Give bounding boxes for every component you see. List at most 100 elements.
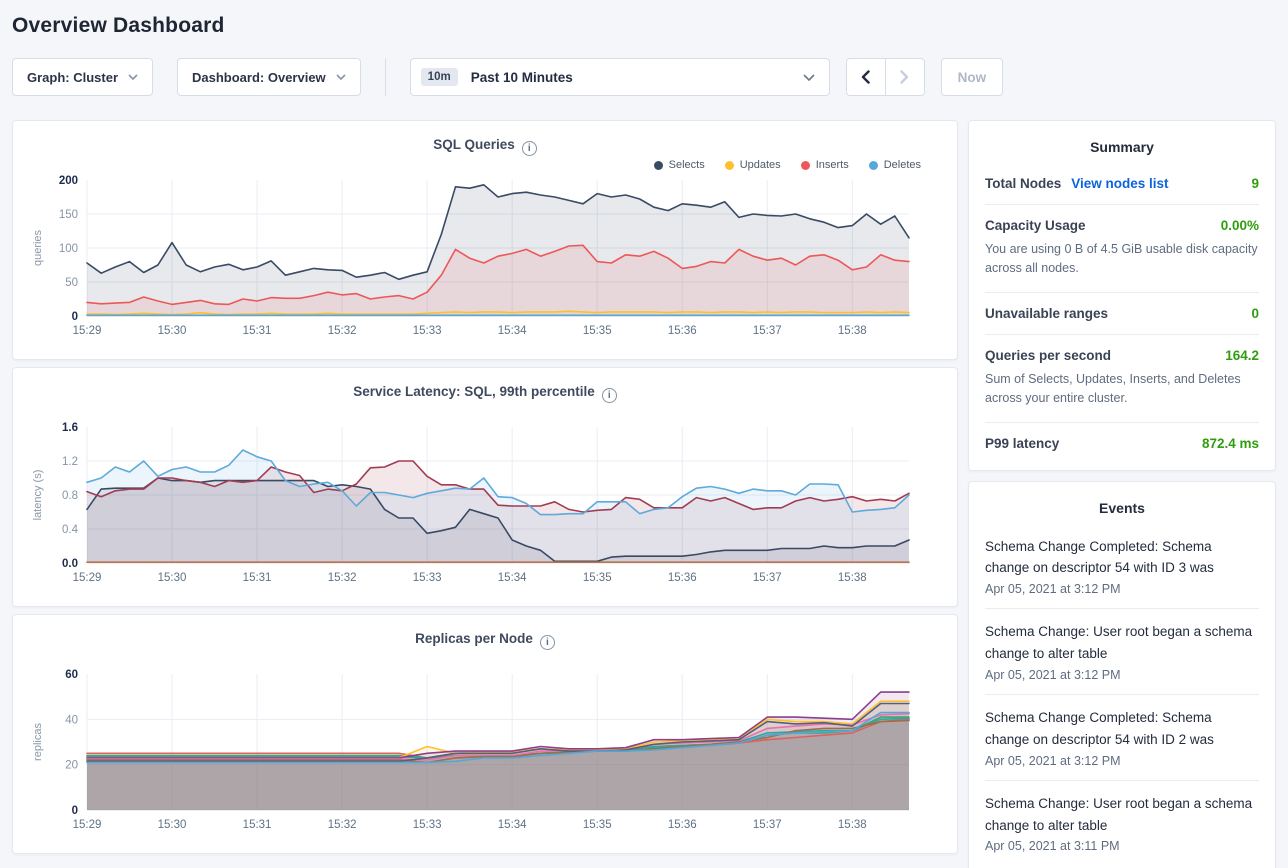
- legend-dot-icon: [653, 160, 663, 170]
- svg-text:15:34: 15:34: [498, 325, 527, 337]
- summary-row-value: 0.00%: [1220, 218, 1259, 233]
- chart-plot[interactable]: 15:29 15:30 15:31 15:32 15:33 15:34 15:35 15:36…: [25, 421, 945, 589]
- summary-row: Queries per second 164.2 Sum of Selects, U…: [985, 333, 1259, 422]
- chevron-right-icon: [900, 70, 909, 84]
- time-range-selector[interactable]: 10m Past 10 Minutes: [409, 58, 830, 96]
- svg-text:15:37: 15:37: [753, 572, 782, 584]
- event-item: Schema Change: User root began a schema …: [985, 609, 1259, 695]
- graph-dropdown[interactable]: Graph: Cluster: [12, 58, 154, 96]
- charts-column: SQL Queries Selects Updates Inserts Deletes…: [12, 120, 958, 861]
- chart-title: Service Latency: SQL, 99th percentile: [353, 384, 595, 399]
- svg-text:100: 100: [59, 243, 78, 255]
- info-icon[interactable]: [601, 388, 617, 403]
- info-icon[interactable]: [539, 635, 555, 650]
- event-message: Schema Change Completed: Schema change o…: [985, 709, 1214, 747]
- svg-text:15:38: 15:38: [838, 325, 867, 337]
- event-timestamp: Apr 05, 2021 at 3:12 PM: [985, 753, 1121, 768]
- legend-dot-icon: [800, 160, 810, 170]
- svg-text:15:36: 15:36: [668, 572, 697, 584]
- chart-header: Replicas per Node: [25, 630, 945, 650]
- svg-text:1.2: 1.2: [62, 456, 78, 468]
- svg-text:15:31: 15:31: [243, 572, 272, 584]
- svg-text:60: 60: [65, 669, 78, 681]
- svg-text:15:30: 15:30: [158, 819, 187, 831]
- svg-text:replicas: replicas: [32, 723, 44, 761]
- event-timestamp: Apr 05, 2021 at 3:12 PM: [985, 582, 1121, 597]
- summary-row-label: P99 latency: [985, 435, 1060, 451]
- summary-row: Total Nodes View nodes list 9: [985, 163, 1259, 204]
- legend-item-updates[interactable]: Updates: [724, 158, 781, 172]
- summary-row-label: Total Nodes: [985, 176, 1062, 191]
- legend-item-selects[interactable]: Selects: [653, 158, 705, 172]
- chart-legend: Selects Updates Inserts Deletes: [25, 158, 921, 172]
- svg-text:15:33: 15:33: [413, 572, 442, 584]
- summary-rows: Total Nodes View nodes list 9 Capacity Usag…: [985, 163, 1259, 464]
- svg-text:200: 200: [59, 175, 78, 187]
- summary-row-value: 164.2: [1225, 347, 1259, 363]
- view-nodes-list-link[interactable]: View nodes list: [1071, 176, 1169, 191]
- dashboard-dropdown-label: Dashboard: Overview: [192, 69, 326, 85]
- time-range-badge: 10m: [420, 68, 458, 86]
- svg-text:15:29: 15:29: [73, 819, 102, 831]
- svg-text:0: 0: [72, 311, 78, 323]
- chart-legend: [25, 405, 921, 419]
- legend-item-deletes[interactable]: Deletes: [868, 158, 921, 172]
- sidebar-column: Summary Total Nodes View nodes list 9 Capac…: [968, 120, 1276, 868]
- summary-row-description: You are using 0 B of 4.5 GiB usable disk…: [985, 242, 1258, 276]
- summary-row-label: Unavailable ranges: [985, 305, 1109, 321]
- event-message: Schema Change: User root began a schema …: [985, 624, 1253, 662]
- summary-row-description: Sum of Selects, Updates, Inserts, and De…: [985, 371, 1241, 406]
- chart-card-sql-queries: SQL Queries Selects Updates Inserts Deletes…: [12, 120, 958, 360]
- summary-row-value: 9: [1251, 176, 1259, 191]
- svg-text:15:35: 15:35: [583, 325, 612, 337]
- event-timestamp: Apr 05, 2021 at 3:12 PM: [985, 667, 1121, 682]
- summary-row: Capacity Usage 0.00% You are using 0 B of …: [985, 204, 1259, 292]
- chevron-down-icon: [128, 74, 138, 80]
- svg-text:15:32: 15:32: [328, 819, 357, 831]
- chart-card-service-latency: Service Latency: SQL, 99th percentile 15…: [12, 367, 958, 607]
- svg-text:15:29: 15:29: [73, 572, 102, 584]
- svg-text:15:32: 15:32: [328, 325, 357, 337]
- svg-text:15:34: 15:34: [498, 819, 527, 831]
- legend-label: Selects: [668, 159, 705, 171]
- event-item: Schema Change Completed: Schema change o…: [985, 524, 1259, 610]
- chart-header: SQL Queries: [25, 136, 945, 156]
- event-message: Schema Change: User root began a schema …: [985, 795, 1253, 833]
- legend-label: Inserts: [815, 159, 849, 171]
- events-list: Schema Change Completed: Schema change o…: [985, 524, 1259, 866]
- chart-plot[interactable]: 15:29 15:30 15:31 15:32 15:33 15:34 15:35 15:36…: [25, 668, 945, 836]
- svg-text:15:29: 15:29: [73, 325, 102, 337]
- svg-text:queries: queries: [32, 229, 44, 266]
- info-icon[interactable]: [521, 141, 537, 156]
- page-header: Overview Dashboard: [0, 0, 1288, 38]
- legend-label: Updates: [739, 159, 781, 171]
- summary-row-value: 0: [1251, 305, 1259, 321]
- next-range-button[interactable]: [884, 58, 925, 96]
- event-timestamp: Apr 05, 2021 at 3:11 PM: [985, 839, 1120, 854]
- time-range-step-buttons: [845, 58, 925, 96]
- summary-panel: Summary Total Nodes View nodes list 9 Capac…: [968, 120, 1276, 471]
- summary-row-head: Queries per second 164.2: [985, 348, 1259, 363]
- chevron-down-icon: [803, 73, 815, 81]
- page-title: Overview Dashboard: [12, 14, 225, 37]
- svg-text:15:38: 15:38: [838, 572, 867, 584]
- time-range-label: Past 10 Minutes: [470, 69, 573, 85]
- summary-row-head: Unavailable ranges 0: [985, 306, 1259, 321]
- svg-text:1.6: 1.6: [62, 422, 78, 434]
- svg-text:0.0: 0.0: [62, 558, 78, 570]
- summary-row: P99 latency 872.4 ms: [985, 421, 1259, 464]
- event-item: Schema Change: User root began a schema …: [985, 781, 1259, 866]
- prev-range-button[interactable]: [845, 58, 886, 96]
- svg-text:15:34: 15:34: [498, 572, 527, 584]
- svg-text:15:32: 15:32: [328, 572, 357, 584]
- chart-title: Replicas per Node: [415, 631, 533, 646]
- summary-row-value: 872.4 ms: [1201, 435, 1259, 451]
- chart-plot[interactable]: 15:29 15:30 15:31 15:32 15:33 15:34 15:35 15:36…: [25, 174, 945, 342]
- event-item: Schema Change Completed: Schema change o…: [985, 695, 1259, 781]
- chart-header: Service Latency: SQL, 99th percentile: [25, 383, 945, 403]
- dashboard-dropdown[interactable]: Dashboard: Overview: [177, 58, 361, 96]
- now-button[interactable]: Now: [940, 58, 1004, 96]
- toolbar-divider: [384, 58, 386, 96]
- svg-text:40: 40: [65, 714, 78, 726]
- legend-item-inserts[interactable]: Inserts: [800, 158, 849, 172]
